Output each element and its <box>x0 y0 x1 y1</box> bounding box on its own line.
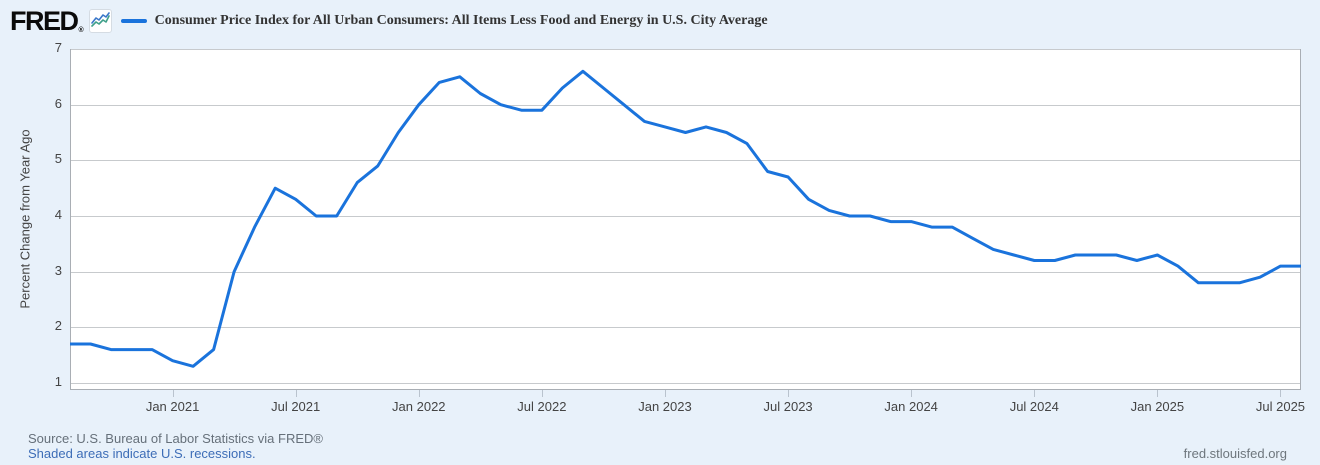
x-tick-label: Jul 2025 <box>1255 399 1306 414</box>
cpi-series-line <box>70 69 1301 368</box>
x-tick-mark <box>788 390 789 397</box>
x-tick-mark <box>665 390 666 397</box>
x-tick-mark <box>911 390 912 397</box>
chart-plot-area[interactable] <box>70 49 1301 390</box>
y-tick-label: 2 <box>54 318 62 334</box>
fred-logo[interactable]: FRED ® <box>10 5 84 36</box>
x-tick-mark <box>419 390 420 397</box>
chart-title: Consumer Price Index for All Urban Consu… <box>154 13 768 28</box>
y-tick-label: 1 <box>54 374 62 389</box>
x-tick-mark <box>296 390 297 397</box>
y-axis-title: Percent Change from Year Ago <box>17 129 33 309</box>
chart-header: FRED ® Consumer Price Index for All Urban… <box>0 0 1320 42</box>
x-tick-label: Jan 2025 <box>1130 399 1185 414</box>
x-tick-mark <box>542 390 543 397</box>
x-tick-label: Jan 2023 <box>638 399 692 414</box>
legend-line-marker <box>120 19 147 23</box>
x-tick-mark <box>1157 390 1158 397</box>
recessions-note-link[interactable]: Shaded areas indicate U.S. recessions. <box>28 446 256 461</box>
x-tick-label: Jan 2021 <box>145 399 200 414</box>
source-text: Source: U.S. Bureau of Labor Statistics … <box>28 431 323 446</box>
y-tick-label: 5 <box>54 151 62 167</box>
x-tick-mark <box>173 390 174 397</box>
x-tick-label: Jan 2024 <box>884 399 938 414</box>
y-tick-label: 4 <box>54 207 62 222</box>
fred-site-link[interactable]: fred.stlouisfed.org <box>1183 446 1287 461</box>
x-tick-label: Jul 2024 <box>1009 399 1059 414</box>
x-tick-mark <box>1280 390 1281 397</box>
y-tick-label: 6 <box>54 95 62 111</box>
y-tick-label: 3 <box>54 262 62 278</box>
plot-background <box>70 49 1301 390</box>
registered-mark: ® <box>78 26 84 34</box>
x-tick-label: Jul 2023 <box>763 399 813 414</box>
x-tick-label: Jul 2022 <box>517 399 567 414</box>
x-tick-mark <box>1034 390 1035 397</box>
fred-logo-text: FRED <box>10 5 79 36</box>
x-tick-label: Jul 2021 <box>271 399 321 414</box>
x-tick-label: Jan 2022 <box>392 399 446 414</box>
y-tick-label: 7 <box>54 40 62 55</box>
fred-sparkline-icon <box>88 9 112 33</box>
